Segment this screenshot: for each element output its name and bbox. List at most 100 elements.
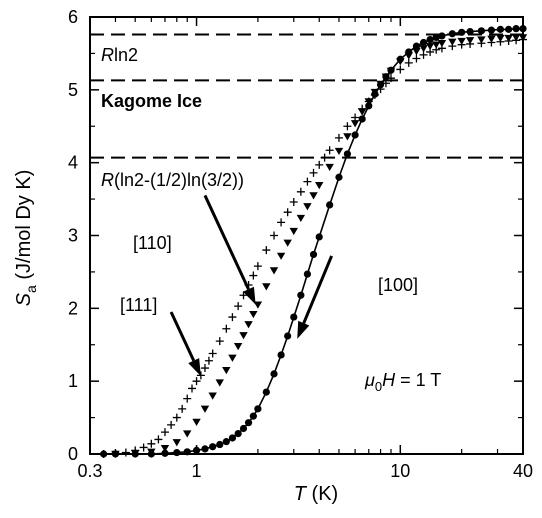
data-point-triangle — [504, 34, 513, 43]
callout-arrow-shaft-0 — [203, 194, 250, 290]
data-point-triangle — [200, 405, 210, 413]
data-point-triangle — [309, 192, 318, 200]
data-point-circle — [438, 32, 446, 40]
data-point-circle — [244, 419, 253, 427]
data-point-plus — [167, 420, 176, 429]
data-point-triangle — [350, 120, 360, 128]
data-point-circle — [376, 81, 385, 89]
data-point-triangle — [283, 239, 292, 247]
data-point-triangle — [343, 133, 352, 141]
data-point-plus — [147, 439, 156, 448]
data-point-circle — [297, 291, 305, 299]
x-axis-title-unit: (K) — [306, 483, 338, 505]
data-point-triangle — [325, 163, 334, 172]
data-point-plus — [183, 394, 192, 403]
data-point-plus — [200, 364, 209, 373]
data-point-triangle — [412, 48, 421, 56]
data-point-plus — [139, 443, 148, 452]
callout-arrow-shaft-2 — [302, 255, 333, 324]
data-point-circle — [343, 150, 352, 158]
data-point-triangle — [437, 40, 447, 48]
data-point-triangle — [303, 203, 312, 211]
data-point-plus — [239, 291, 248, 300]
data-point-circle — [222, 438, 230, 446]
data-point-circle — [358, 115, 366, 123]
data-point-plus — [222, 324, 231, 333]
x-tick-label-2: 10 — [390, 461, 410, 481]
data-point-triangle — [262, 283, 271, 291]
callout-layer — [169, 194, 333, 377]
data-point-plus — [192, 377, 201, 386]
data-point-circle — [254, 405, 262, 413]
x-axis-title: T (K) — [294, 483, 338, 505]
y-tick-label-1: 1 — [68, 371, 78, 391]
data-point-plus — [320, 153, 329, 162]
data-point-triangle — [244, 321, 253, 329]
data-point-triangle — [183, 430, 192, 438]
y-tick-label-2: 2 — [68, 298, 78, 318]
field-label-sub: 0 — [375, 379, 382, 394]
data-point-triangle — [215, 379, 224, 387]
data-point-circle — [466, 27, 474, 36]
data-point-circle — [419, 38, 428, 47]
y-axis-title: Sa (J/mol Dy K) — [13, 170, 39, 307]
data-point-circle — [277, 351, 285, 359]
data-point-plus — [404, 58, 413, 67]
data-point-plus — [277, 218, 286, 227]
field-label-h: H — [382, 370, 396, 390]
data-point-plus — [208, 349, 217, 358]
data-point-plus — [121, 448, 130, 457]
data-point-triangle — [276, 252, 286, 260]
data-point-plus — [343, 122, 352, 131]
ref-label-rln2-italic: R — [101, 45, 114, 65]
data-point-circle — [426, 35, 434, 44]
data-point-plus — [270, 231, 279, 240]
data-point-triangle — [253, 301, 263, 309]
data-point-circle — [496, 25, 505, 33]
data-point-plus — [262, 246, 271, 255]
field-label: μ0H = 1 T — [364, 370, 441, 394]
data-point-plus — [196, 371, 205, 380]
data-point-plus — [396, 65, 405, 74]
data-point-circle — [519, 25, 527, 33]
data-point-triangle — [222, 367, 231, 375]
callout-arrow-head-0 — [243, 286, 256, 305]
data-point-triangle — [239, 332, 248, 340]
callout-arrow-shaft-1 — [169, 311, 196, 362]
data-point-triangle — [289, 227, 298, 236]
x-axis-title-symbol: T — [294, 483, 308, 505]
series-circle — [100, 25, 527, 458]
data-point-circle — [335, 173, 343, 181]
data-point-triangle — [477, 36, 486, 44]
data-point-plus — [412, 54, 421, 63]
data-point-circle — [412, 42, 421, 50]
data-point-triangle — [419, 45, 428, 53]
data-point-circle — [284, 332, 292, 340]
data-point-plus — [172, 413, 181, 422]
data-point-plus — [249, 271, 258, 280]
data-point-circle — [448, 30, 456, 38]
data-point-triangle — [334, 147, 344, 156]
data-point-plus — [315, 160, 324, 169]
data-point-triangle — [425, 42, 435, 51]
y-axis-title-symbol: S — [13, 292, 35, 306]
data-point-circle — [371, 90, 379, 98]
data-point-circle — [201, 445, 209, 453]
callout-label-100: [100] — [378, 275, 418, 295]
x-tick-label-0: 0.3 — [77, 461, 102, 481]
ref-label-rln2-rest: ln2 — [114, 45, 138, 65]
data-point-triangle — [364, 98, 373, 106]
data-point-circle — [262, 388, 270, 396]
data-point-circle — [228, 434, 237, 442]
data-point-triangle — [518, 34, 528, 42]
data-point-circle — [315, 233, 323, 241]
y-tick-label-6: 6 — [68, 7, 78, 27]
data-point-circle — [234, 430, 242, 438]
y-tick-label-4: 4 — [68, 153, 78, 173]
data-point-circle — [487, 26, 496, 34]
data-point-circle — [100, 450, 108, 458]
data-point-circle — [512, 25, 520, 33]
data-point-plus — [188, 384, 197, 393]
data-point-circle — [365, 102, 373, 110]
